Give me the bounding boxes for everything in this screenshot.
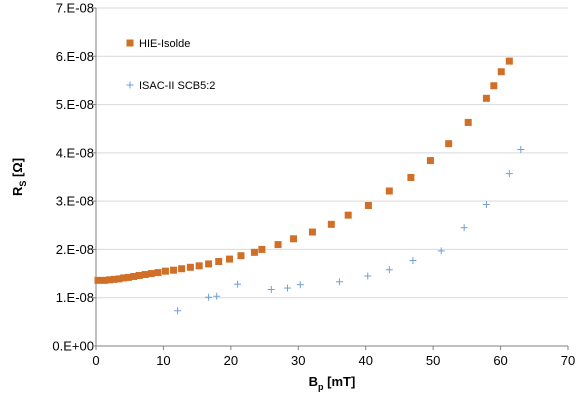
y-tick-label: 6.E-08: [56, 49, 94, 64]
legend: HIE-Isolde ISAC-II SCB5:2: [126, 38, 215, 92]
legend-marker: [126, 81, 134, 89]
y-tick-label: 4.E-08: [56, 145, 94, 160]
data-point: [226, 255, 234, 263]
data-point: [464, 118, 472, 126]
data-point: [445, 140, 453, 148]
data-point: [205, 260, 213, 268]
data-point: [237, 252, 245, 260]
data-point: [482, 94, 490, 102]
data-point: [290, 235, 298, 243]
data-point: [120, 274, 128, 282]
data-point: [490, 82, 498, 90]
x-axis-title: Bp [mT]: [309, 374, 356, 392]
data-point: [101, 276, 109, 284]
data-point: [385, 187, 393, 195]
legend-item-1: ISAC-II SCB5:2: [126, 80, 215, 92]
axis-titles: Bp [mT] RS [Ω]: [10, 158, 355, 392]
data-point: [409, 257, 417, 265]
y-tick-label: 3.E-08: [56, 194, 94, 209]
data-point: [115, 275, 123, 283]
series-layer: [94, 57, 525, 315]
data-point: [505, 57, 513, 65]
y-tick-label: 1.E-08: [56, 290, 94, 305]
data-point: [141, 271, 149, 279]
y-tick-label: 0.E+00: [52, 339, 94, 354]
data-point: [174, 307, 182, 315]
data-point: [364, 201, 372, 209]
data-point: [267, 286, 275, 294]
data-point: [505, 170, 513, 178]
data-point: [437, 247, 445, 255]
data-point: [385, 266, 393, 274]
data-point: [161, 267, 169, 275]
legend-marker: [126, 39, 134, 47]
series-1: [174, 145, 525, 315]
data-point: [250, 248, 258, 256]
y-tick-label: 7.E-08: [56, 1, 94, 16]
data-point: [215, 258, 223, 265]
data-point: [497, 68, 505, 76]
data-point: [186, 263, 194, 271]
x-tick-label: 20: [224, 353, 238, 368]
data-point: [154, 269, 162, 277]
data-point: [517, 145, 525, 153]
data-point: [205, 293, 213, 301]
data-point: [130, 272, 138, 280]
data-point: [124, 273, 132, 281]
data-point: [170, 266, 178, 274]
data-point: [135, 272, 143, 280]
data-point: [195, 262, 203, 270]
data-point: [234, 280, 242, 288]
y-tick-label: 5.E-08: [56, 97, 94, 112]
x-tick-label: 70: [561, 353, 575, 368]
x-tick-label: 40: [358, 353, 372, 368]
data-point: [258, 245, 266, 253]
data-point: [426, 157, 434, 165]
x-tick-label: 50: [426, 353, 440, 368]
data-point: [407, 173, 415, 181]
data-point: [327, 220, 335, 228]
data-point: [308, 228, 316, 236]
data-point: [335, 278, 343, 286]
data-point: [283, 284, 291, 292]
data-point: [94, 276, 102, 284]
data-point: [178, 265, 186, 273]
data-point: [274, 241, 282, 249]
x-tick-label: 30: [291, 353, 305, 368]
series-0: [94, 57, 513, 284]
axis-layer: 0.E+00 1.E-08 2.E-08 3.E-08 4.E-08 5.E-08 6.E-…: [52, 1, 575, 369]
data-point: [213, 292, 221, 300]
y-axis-title: RS [Ω]: [10, 158, 28, 196]
data-point: [344, 211, 352, 219]
legend-label: ISAC-II SCB5:2: [139, 80, 215, 92]
data-point: [482, 201, 490, 209]
data-point: [105, 276, 113, 284]
data-point: [364, 272, 372, 280]
data-point: [296, 281, 304, 289]
x-tick-label: 0: [92, 353, 99, 368]
grid-layer: [96, 7, 568, 299]
y-tick-label: 2.E-08: [56, 242, 94, 257]
data-point: [110, 275, 118, 283]
x-tick-label: 60: [493, 353, 507, 368]
legend-label: HIE-Isolde: [139, 38, 190, 50]
legend-item-0: HIE-Isolde: [126, 38, 190, 50]
x-tick-label: 10: [156, 353, 170, 368]
data-point: [147, 270, 155, 278]
data-point: [460, 224, 468, 232]
